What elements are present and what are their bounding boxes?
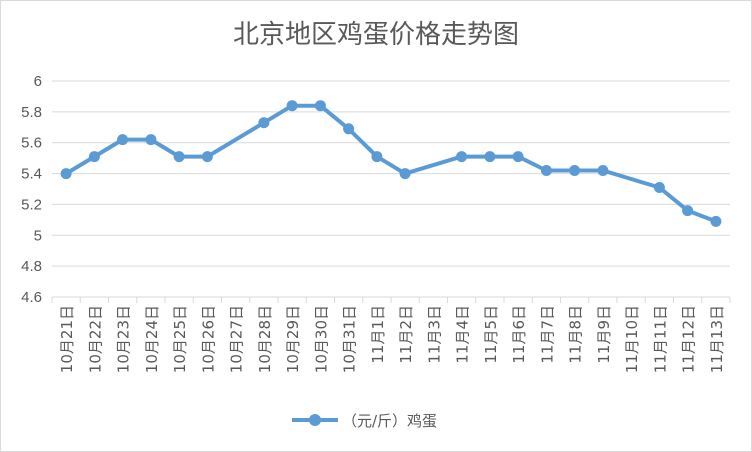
y-tick-label: 6	[34, 73, 42, 90]
y-tick-label: 5.2	[21, 196, 42, 213]
data-point	[371, 151, 383, 163]
x-tick-label: 11月3日	[425, 305, 443, 364]
x-tick-label: 11月4日	[454, 305, 472, 364]
x-tick-label: 10月29日	[284, 305, 302, 373]
data-point	[173, 151, 185, 163]
x-tick-label: 11月13日	[708, 305, 726, 373]
data-point	[258, 117, 270, 129]
series-group	[60, 100, 722, 227]
x-tick-label: 11月12日	[680, 305, 698, 373]
x-tick-label: 10月27日	[228, 305, 246, 373]
x-axis-tick-labels: 10月21日 10月22日 10月23日 10月24日 10月25日 10月26日 10月2…	[58, 305, 726, 373]
data-point	[710, 215, 722, 227]
grid-lines	[52, 80, 730, 267]
data-point	[286, 100, 298, 112]
y-tick-label: 5.6	[21, 135, 42, 152]
data-point	[145, 134, 157, 146]
x-tick-label: 10月25日	[171, 305, 189, 373]
data-point	[456, 151, 468, 163]
y-tick-label: 4.6	[21, 289, 42, 306]
y-axis-ticks: 6 5.8 5.6 5.4 5.2 5 4.8 4.6	[21, 73, 42, 306]
x-tick-label: 11月5日	[482, 305, 500, 364]
x-tick-label: 11月2日	[397, 305, 415, 364]
data-point	[569, 165, 581, 176]
x-tick-label: 11月7日	[538, 305, 556, 364]
x-tick-label: 10月31日	[341, 305, 359, 373]
data-point	[314, 100, 326, 112]
legend-series-label: （元/斤）鸡蛋	[342, 412, 437, 430]
x-tick-label: 10月30日	[312, 305, 330, 373]
legend: （元/斤）鸡蛋	[292, 412, 437, 430]
y-tick-label: 5	[34, 227, 42, 244]
data-point	[201, 151, 213, 163]
x-tick-label: 10月28日	[256, 305, 274, 373]
legend-series-marker	[309, 414, 321, 426]
data-point	[88, 151, 100, 163]
data-point	[653, 182, 665, 193]
x-tick-label: 10月26日	[199, 305, 217, 373]
y-tick-label: 5.8	[21, 104, 42, 121]
x-tick-label: 11月6日	[510, 305, 528, 364]
data-point	[682, 205, 694, 217]
x-tick-label: 10月22日	[86, 305, 104, 373]
x-tick-label: 11月9日	[595, 305, 613, 364]
x-tick-label: 11月10日	[623, 305, 641, 373]
data-point	[597, 165, 609, 176]
x-tick-label: 10月21日	[58, 305, 76, 373]
x-tick-label: 10月23日	[115, 305, 133, 373]
data-point	[60, 168, 72, 180]
x-tick-label: 11月8日	[567, 305, 585, 364]
data-point	[117, 134, 129, 146]
x-tick-label: 11月11日	[651, 305, 669, 373]
x-tick-label: 11月1日	[369, 305, 387, 364]
y-tick-label: 5.4	[21, 166, 42, 183]
y-tick-label: 4.8	[21, 258, 42, 275]
x-tick-label: 10月24日	[143, 305, 161, 373]
x-axis	[51, 296, 731, 303]
chart-title: 北京地区鸡蛋价格走势图	[233, 20, 519, 50]
data-point	[399, 168, 411, 180]
data-point	[484, 151, 496, 163]
data-point	[512, 151, 524, 163]
data-point	[540, 165, 552, 176]
data-point	[343, 123, 355, 135]
